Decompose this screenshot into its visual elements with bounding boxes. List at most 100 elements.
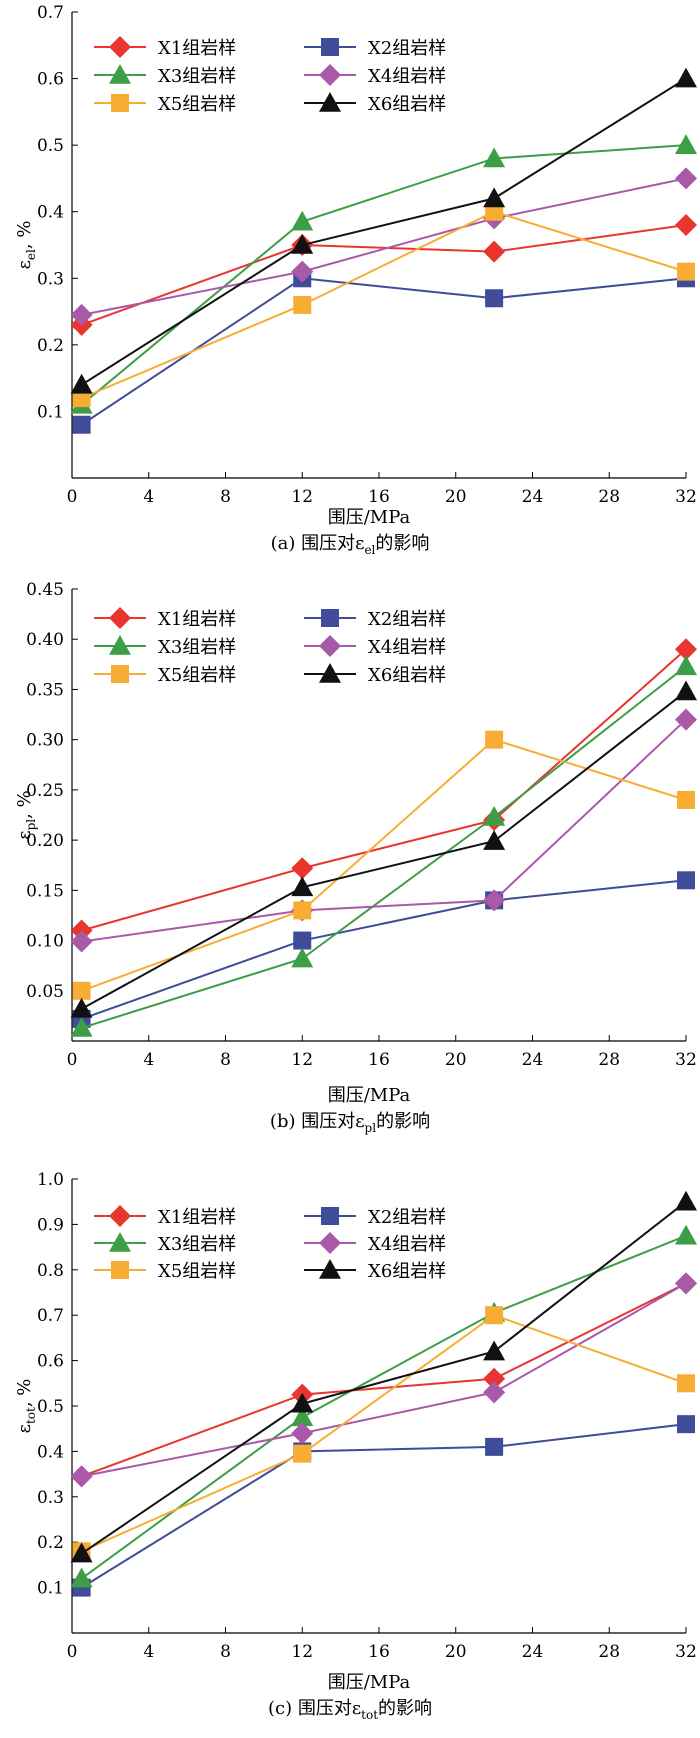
series-line-X5 bbox=[81, 210, 687, 400]
y-tick-label: 0.9 bbox=[37, 1215, 64, 1235]
data-point-X4 bbox=[483, 889, 506, 912]
y-tick-label: 0.3 bbox=[37, 1488, 64, 1508]
data-point-X3 bbox=[675, 1224, 697, 1245]
data-point-X6 bbox=[291, 234, 314, 254]
data-point-X6 bbox=[675, 680, 697, 701]
chart-panel-b: 0.05 0.10 0.15 0.20 0.25 0.30 0.35 0.40 0.45 0 4 8 1… bbox=[14, 580, 697, 1135]
figure-caption: (b) 围压对εpl的影响 bbox=[270, 1111, 430, 1135]
data-point-X3 bbox=[483, 806, 506, 826]
x-tick-label: 24 bbox=[522, 1050, 544, 1070]
legend-item-X3: X3组岩样 bbox=[94, 1232, 236, 1255]
legend-label: X6组岩样 bbox=[368, 1261, 446, 1282]
data-point-X2 bbox=[293, 931, 312, 950]
legend-item-X6: X6组岩样 bbox=[304, 663, 446, 686]
legend-label: X3组岩样 bbox=[158, 637, 236, 658]
data-point-X5 bbox=[293, 1444, 312, 1463]
legend-label: X2组岩样 bbox=[368, 38, 446, 59]
legend-marker bbox=[109, 1232, 131, 1252]
data-point-X6 bbox=[483, 187, 506, 208]
data-point-X4 bbox=[70, 303, 93, 326]
series-line-X4 bbox=[81, 177, 687, 316]
data-point-X6 bbox=[675, 1190, 697, 1211]
series-line-X2 bbox=[81, 277, 687, 426]
x-tick-label: 20 bbox=[445, 1050, 467, 1070]
x-tick-label: 12 bbox=[291, 1642, 313, 1662]
data-point-X6 bbox=[70, 373, 93, 394]
data-point-X1 bbox=[675, 214, 697, 237]
data-point-X3 bbox=[291, 947, 314, 968]
series-X4 bbox=[70, 708, 697, 953]
chart-panel-c: 0.1 0.2 0.3 0.4 0.5 0.6 0.7 0.8 0.9 1.0 0 4 8 12 16 20 2… bbox=[14, 1170, 697, 1722]
data-point-X2 bbox=[485, 1437, 504, 1456]
figure-caption: (a) 围压对εel的影响 bbox=[271, 533, 430, 557]
data-point-X4 bbox=[291, 1422, 314, 1445]
y-tick-label: 0.45 bbox=[26, 580, 64, 600]
legend-marker bbox=[321, 609, 339, 627]
data-point-X2 bbox=[485, 289, 504, 308]
data-point-X3 bbox=[291, 1406, 314, 1427]
y-tick-label: 0.8 bbox=[37, 1261, 64, 1281]
data-point-X5 bbox=[72, 389, 91, 408]
legend-label: X1组岩样 bbox=[158, 1207, 236, 1228]
series-line-X6 bbox=[81, 1200, 687, 1555]
y-tick-label: 0.20 bbox=[26, 831, 64, 851]
data-point-X4 bbox=[291, 260, 314, 283]
legend-label: X6组岩样 bbox=[368, 665, 446, 686]
series-line-X1 bbox=[81, 648, 687, 932]
data-point-X4 bbox=[483, 1381, 506, 1404]
legend-label: X4组岩样 bbox=[368, 66, 446, 87]
y-tick-label: 0.30 bbox=[26, 731, 64, 751]
series-X4 bbox=[70, 1272, 697, 1488]
x-tick-label: 8 bbox=[220, 1050, 231, 1070]
series-line-X3 bbox=[81, 665, 687, 1029]
series-line-X2 bbox=[81, 1423, 687, 1589]
y-axis-title: εpl, % bbox=[14, 790, 38, 839]
y-tick-label: 0.4 bbox=[37, 203, 64, 223]
data-point-X1 bbox=[291, 857, 314, 880]
legend-label: X4组岩样 bbox=[368, 637, 446, 658]
legend-item-X1: X1组岩样 bbox=[94, 607, 236, 630]
data-point-X5 bbox=[485, 1306, 504, 1325]
x-tick-label: 28 bbox=[598, 1050, 620, 1070]
series-line-X5 bbox=[81, 1314, 687, 1553]
x-tick-label: 0 bbox=[67, 1642, 78, 1662]
data-point-X1 bbox=[483, 1367, 506, 1390]
series-line-X3 bbox=[81, 1234, 687, 1580]
data-point-X5 bbox=[677, 1374, 695, 1393]
x-tick-label: 16 bbox=[368, 1642, 390, 1662]
data-point-X3 bbox=[70, 1016, 93, 1037]
x-axis-title: 围压/MPa bbox=[328, 1085, 411, 1106]
data-point-X1 bbox=[483, 240, 506, 263]
x-tick-label: 12 bbox=[291, 1050, 313, 1070]
legend-marker bbox=[321, 38, 339, 56]
x-tick-label: 32 bbox=[675, 1642, 697, 1662]
legend-marker bbox=[109, 36, 131, 58]
data-point-X5 bbox=[293, 295, 312, 314]
series-X4 bbox=[70, 167, 697, 326]
x-tick-label: 32 bbox=[675, 487, 697, 507]
legend-marker bbox=[109, 607, 131, 629]
series-line-X1 bbox=[81, 1282, 687, 1478]
x-tick-label: 8 bbox=[220, 487, 231, 507]
series-X6 bbox=[70, 1190, 697, 1563]
series-line-X6 bbox=[81, 77, 687, 386]
data-point-X1 bbox=[675, 638, 697, 661]
figure-caption: (c) 围压对εtot的影响 bbox=[268, 1698, 432, 1722]
x-tick-label: 4 bbox=[143, 1642, 154, 1662]
data-point-X3 bbox=[70, 1567, 93, 1588]
y-tick-label: 0.7 bbox=[37, 3, 64, 23]
series-line-X6 bbox=[81, 690, 687, 1010]
data-point-X6 bbox=[483, 1340, 506, 1361]
data-point-X2 bbox=[677, 1415, 695, 1434]
legend-label: X2组岩样 bbox=[368, 609, 446, 630]
legend-item-X5: X5组岩样 bbox=[94, 94, 236, 115]
data-point-X4 bbox=[675, 708, 697, 731]
legend-marker bbox=[111, 94, 129, 112]
legend-item-X6: X6组岩样 bbox=[304, 1259, 446, 1282]
legend-marker bbox=[109, 1205, 131, 1227]
data-point-X3 bbox=[483, 147, 506, 168]
legend-marker bbox=[321, 1207, 339, 1225]
y-tick-label: 0.6 bbox=[37, 1352, 64, 1372]
y-tick-label: 0.6 bbox=[37, 70, 64, 90]
